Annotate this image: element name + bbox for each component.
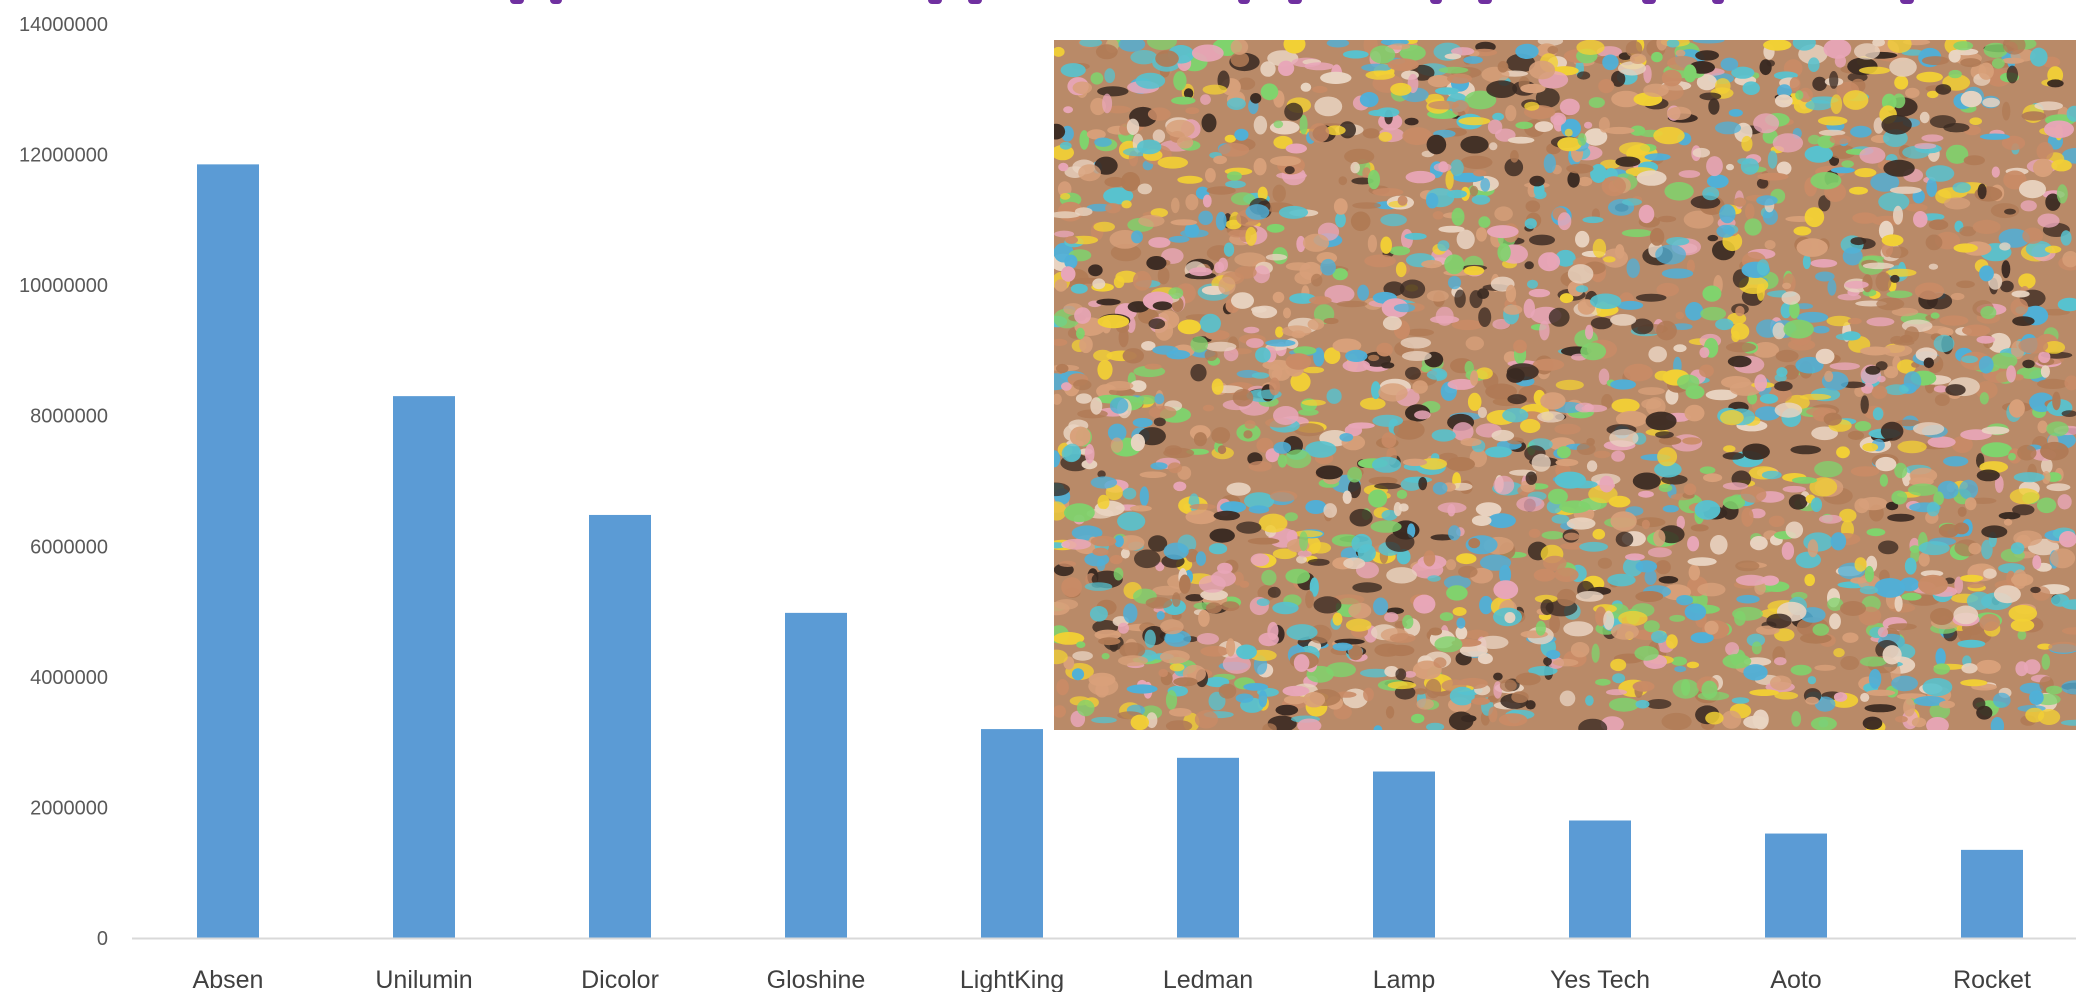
chart-title-cropped bbox=[0, 0, 2076, 10]
title-fragment bbox=[1900, 0, 1914, 4]
x-tick-label: Yes Tech bbox=[1550, 966, 1650, 992]
x-tick-label: Aoto bbox=[1770, 966, 1821, 992]
title-fragment bbox=[1712, 0, 1724, 4]
x-tick-label: Absen bbox=[193, 966, 264, 992]
title-fragment bbox=[968, 0, 982, 4]
crowd-texture bbox=[1054, 40, 2076, 730]
bar-ledman bbox=[1177, 757, 1239, 938]
title-fragment bbox=[550, 0, 562, 4]
y-tick-label: 2000000 bbox=[30, 797, 108, 819]
x-tick-label: Gloshine bbox=[767, 966, 866, 992]
title-fragment bbox=[1642, 0, 1656, 4]
bar-lightking bbox=[981, 729, 1043, 938]
bar-rocket bbox=[1961, 849, 2023, 938]
title-fragment bbox=[1478, 0, 1492, 4]
bar-lamp bbox=[1373, 771, 1435, 938]
y-tick-label: 8000000 bbox=[30, 406, 108, 428]
x-tick-label: Unilumin bbox=[375, 966, 472, 992]
crowd-photo-image bbox=[1054, 40, 2076, 730]
bar-absen bbox=[197, 164, 259, 939]
bar-gloshine bbox=[785, 612, 847, 938]
bar-unilumin bbox=[393, 396, 455, 939]
crowd-photo-overlay bbox=[1054, 40, 2076, 730]
title-fragment bbox=[1288, 0, 1302, 4]
x-tick-label: Ledman bbox=[1163, 966, 1253, 992]
bar-aoto bbox=[1765, 833, 1827, 938]
title-fragment bbox=[510, 0, 524, 4]
bar-dicolor bbox=[589, 514, 651, 938]
y-tick-label: 12000000 bbox=[19, 145, 108, 167]
x-tick-label: Lamp bbox=[1373, 966, 1436, 992]
y-tick-label: 0 bbox=[97, 928, 108, 950]
y-tick-label: 6000000 bbox=[30, 536, 108, 558]
x-tick-label: Dicolor bbox=[581, 966, 659, 992]
title-fragment bbox=[1238, 0, 1250, 4]
title-fragment bbox=[928, 0, 942, 4]
y-tick-label: 14000000 bbox=[19, 14, 108, 36]
x-tick-label: Rocket bbox=[1953, 966, 2031, 992]
y-tick-label: 10000000 bbox=[19, 275, 108, 297]
bar-yes-tech bbox=[1569, 820, 1631, 938]
x-tick-label: LightKing bbox=[960, 966, 1064, 992]
title-fragment bbox=[1430, 0, 1442, 4]
y-tick-label: 4000000 bbox=[30, 667, 108, 689]
